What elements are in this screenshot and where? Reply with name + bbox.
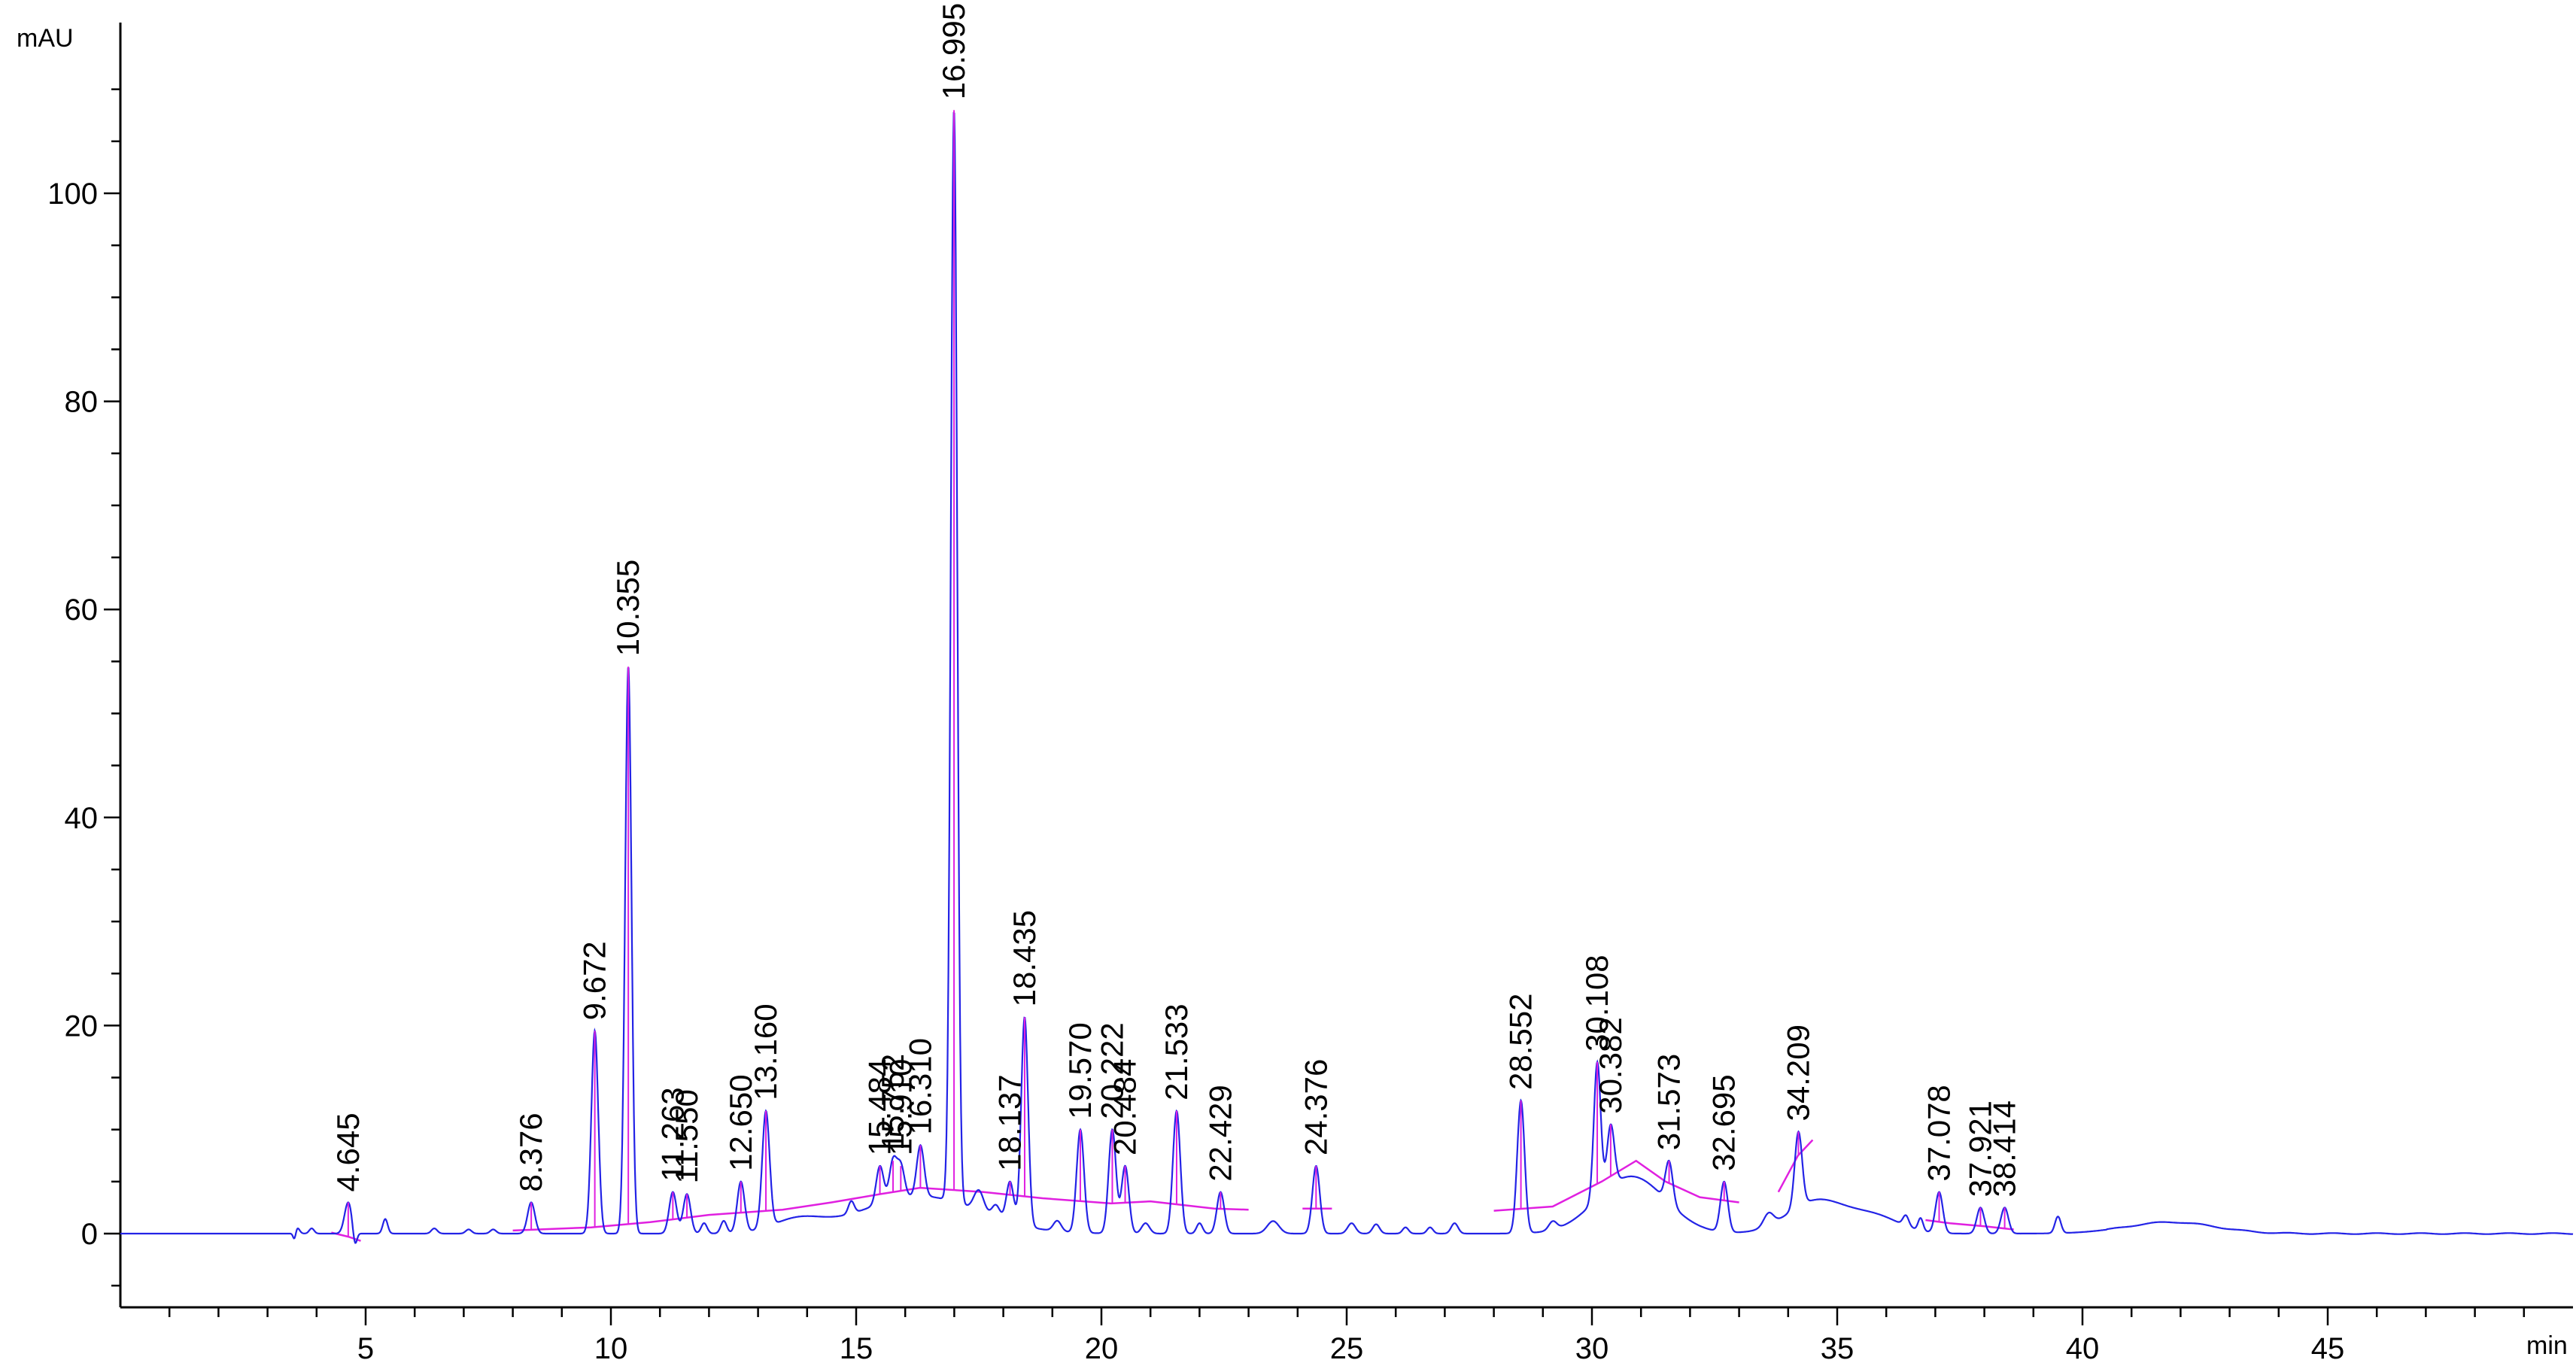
baseline-segment <box>512 1186 1249 1232</box>
x-tick-label: 10 <box>594 1332 628 1365</box>
peak-label: 32.695 <box>1706 1074 1742 1170</box>
peak-label: 16.310 <box>902 1038 937 1134</box>
peak-label: 15.752 <box>875 1054 910 1150</box>
peak-label: 34.209 <box>1780 1024 1815 1121</box>
peak-label: 24.376 <box>1298 1059 1333 1155</box>
x-tick-label: 35 <box>1821 1332 1855 1365</box>
y-tick-label: 80 <box>65 386 99 419</box>
peak-label: 28.552 <box>1503 994 1539 1090</box>
baseline-segment <box>1777 1139 1814 1193</box>
peak-label: 22.429 <box>1202 1085 1238 1181</box>
peak-label: 30.108 <box>1579 955 1615 1051</box>
x-unit-label: min <box>2526 1331 2568 1360</box>
signal-trace <box>120 112 2574 1244</box>
peak-label: 13.160 <box>748 1003 783 1100</box>
peak-label: 18.435 <box>1007 910 1042 1006</box>
baseline-segment <box>1493 1159 1739 1212</box>
x-tick-label: 15 <box>840 1332 873 1365</box>
peak-label: 20.222 <box>1094 1022 1129 1119</box>
y-unit-label: mAU <box>17 24 74 53</box>
y-tick-label: 100 <box>47 178 98 211</box>
y-tick-label: 0 <box>81 1218 98 1251</box>
peak-label: 4.645 <box>330 1113 366 1191</box>
peak-label: 37.921 <box>1962 1100 1997 1197</box>
x-tick-label: 45 <box>2311 1332 2345 1365</box>
y-tick-label: 40 <box>65 802 99 835</box>
peak-label: 37.078 <box>1921 1085 1956 1181</box>
x-tick-label: 40 <box>2066 1332 2100 1365</box>
x-tick-label: 5 <box>357 1332 374 1365</box>
axes: 0 20 40 60 80 100 5 10 15 20 25 30 35 40 45 <box>47 23 2573 1365</box>
peak-label: 20.484 <box>1107 1059 1143 1155</box>
peak-label: 18.137 <box>992 1074 1028 1170</box>
y-tick-label: 60 <box>65 593 99 627</box>
peak-label: 38.414 <box>1987 1100 2022 1197</box>
peak-label: 21.533 <box>1159 1003 1194 1100</box>
x-tick-label: 30 <box>1575 1332 1609 1365</box>
peak-label: 8.376 <box>513 1113 548 1191</box>
peak-label: 15.910 <box>882 1059 918 1155</box>
peak-label: 9.672 <box>577 941 612 1020</box>
x-tick-label: 20 <box>1085 1332 1119 1365</box>
x-tick-label: 25 <box>1330 1332 1364 1365</box>
peak-label: 15.484 <box>862 1059 898 1155</box>
peak-label: 10.355 <box>610 560 646 656</box>
peak-label: 11.550 <box>669 1089 704 1183</box>
peak-label: 19.570 <box>1062 1022 1098 1119</box>
peak-label: 11.263 <box>655 1087 690 1181</box>
peak-label: 16.995 <box>936 3 971 99</box>
signal-line <box>120 112 2574 1244</box>
peak-label: 31.573 <box>1651 1054 1687 1150</box>
peak-label: 12.650 <box>723 1074 758 1170</box>
peak-label: 30.382 <box>1593 1017 1628 1113</box>
y-tick-label: 20 <box>65 1009 99 1043</box>
